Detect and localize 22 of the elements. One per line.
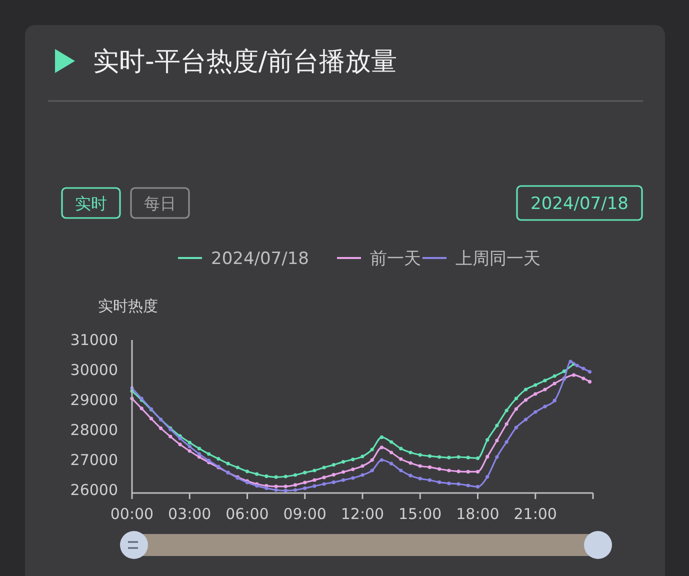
y-tick-label: 30000: [70, 361, 118, 379]
legend-label: 前一天: [370, 249, 421, 269]
x-tick-label: 03:00: [168, 505, 212, 523]
text: 实时: [75, 194, 107, 213]
x-tick-label: 18:00: [456, 505, 500, 523]
y-tick-label: 26000: [70, 481, 118, 499]
x-tick-label: 09:00: [283, 505, 326, 523]
y-tick-label: 28000: [70, 421, 118, 439]
chart-title: 实时-平台热度/前台播放量: [93, 47, 398, 77]
legend-label: 上周同一天: [456, 249, 540, 269]
y-tick-label: 29000: [70, 391, 118, 409]
x-tick-label: 15:00: [398, 505, 442, 523]
text: 2024/07/18: [530, 194, 628, 214]
y-axis-title: 实时热度: [98, 297, 158, 315]
y-tick-label: 27000: [70, 451, 118, 469]
x-tick-label: 12:00: [340, 505, 384, 523]
x-tick-label: 06:00: [226, 505, 269, 523]
y-tick-label: 31000: [70, 331, 118, 349]
x-tick-label: 00:00: [110, 505, 154, 523]
legend-label: 2024/07/18: [211, 249, 309, 269]
text: 每日: [144, 194, 176, 213]
x-tick-label: 21:00: [514, 505, 557, 523]
